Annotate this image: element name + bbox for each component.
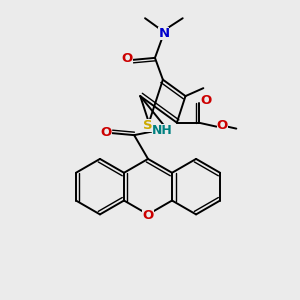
Text: S: S [143,119,153,132]
Text: O: O [217,119,228,132]
Text: N: N [158,27,169,40]
Text: O: O [122,52,133,65]
Text: O: O [101,126,112,139]
Text: O: O [142,209,154,222]
Text: O: O [200,94,211,107]
Text: NH: NH [152,124,172,137]
